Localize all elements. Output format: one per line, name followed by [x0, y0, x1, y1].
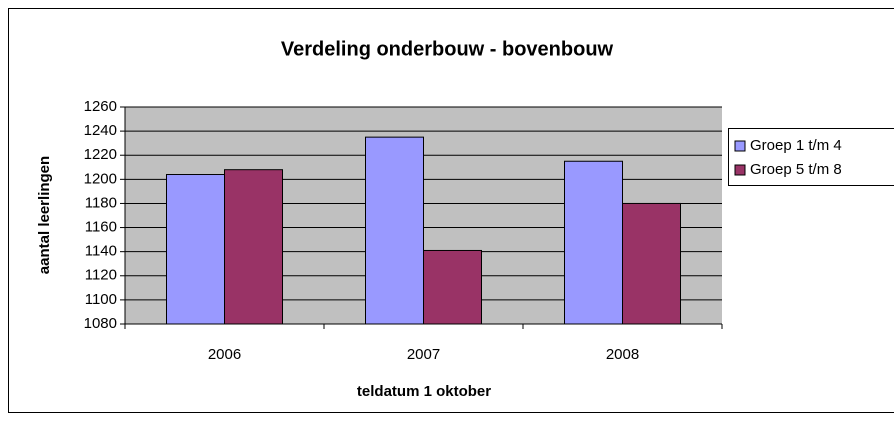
- y-tick-label: 1220: [84, 146, 117, 163]
- bar: [365, 136, 424, 325]
- y-tick-label: 1180: [85, 194, 117, 211]
- bar: [423, 249, 482, 325]
- y-tick-label: 1140: [85, 243, 117, 260]
- y-tick-label: 1260: [84, 98, 117, 115]
- y-tick-label: 1100: [85, 291, 117, 308]
- bar: [166, 174, 225, 325]
- y-tick-label: 1160: [85, 219, 117, 236]
- legend-box: [728, 128, 894, 186]
- x-tick-label: 2006: [208, 346, 241, 363]
- y-tick-label: 1240: [84, 122, 117, 139]
- legend-label: Groep 1 t/m 4: [750, 137, 842, 154]
- y-axis-label: aantal leerlingen: [36, 156, 53, 274]
- legend-swatch: [734, 164, 746, 176]
- bar: [224, 169, 283, 325]
- legend-label: Groep 5 t/m 8: [750, 161, 842, 178]
- x-tick-label: 2008: [606, 346, 639, 363]
- x-axis-label: teldatum 1 oktober: [357, 383, 491, 400]
- x-tick-label: 2007: [407, 346, 440, 363]
- bar: [622, 202, 681, 325]
- chart-title: Verdeling onderbouw - bovenbouw: [281, 38, 614, 60]
- legend-swatch: [734, 140, 746, 152]
- y-tick-label: 1120: [85, 267, 117, 284]
- y-tick-label: 1080: [84, 315, 117, 332]
- y-tick-label: 1200: [84, 170, 117, 187]
- bar: [564, 160, 623, 325]
